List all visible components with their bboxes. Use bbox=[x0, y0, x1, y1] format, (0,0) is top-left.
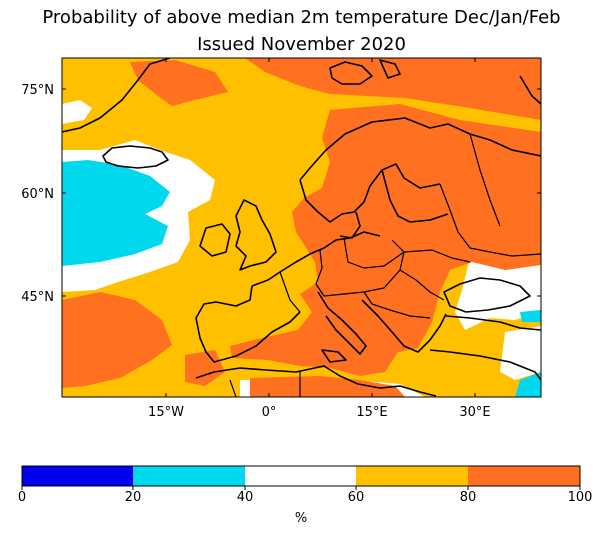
colorbar-bin-80-100 bbox=[468, 466, 580, 486]
region-80-100-south-central bbox=[185, 350, 225, 386]
map-title: Probability of above median 2m temperatu… bbox=[42, 7, 561, 28]
lat-label-75n: 75°N bbox=[21, 83, 54, 98]
colorbar-bin-0-20 bbox=[22, 466, 133, 486]
colorbar-tick-0: 0 bbox=[18, 490, 26, 505]
region-80-100-arctic-west bbox=[130, 60, 228, 106]
ireland-coast bbox=[199, 223, 231, 257]
greenland-coast bbox=[62, 58, 171, 133]
region-80-100-arctic bbox=[245, 58, 541, 120]
region-80-100-africa-north bbox=[250, 376, 405, 397]
colorbar-frame bbox=[21, 465, 581, 487]
region-40-60-west-coast bbox=[62, 100, 92, 124]
colorbar-tick-20: 20 bbox=[125, 490, 142, 505]
colorbar: 0 20 40 60 80 100 % bbox=[18, 465, 593, 526]
novaya-zemlya-coast bbox=[519, 75, 541, 105]
lon-tick-marks bbox=[165, 58, 476, 397]
region-40-60-southeast bbox=[500, 326, 541, 380]
svalbard-coast bbox=[329, 61, 373, 85]
region-20-40-east bbox=[520, 310, 541, 322]
region-40-60-east bbox=[455, 248, 541, 330]
map-frame bbox=[61, 57, 542, 398]
colorbar-bin-60-80 bbox=[356, 466, 468, 486]
colorbar-bin-20-40 bbox=[133, 466, 245, 486]
probability-field bbox=[62, 58, 541, 397]
black-sea-coast bbox=[443, 277, 531, 313]
region-80-100-southwest bbox=[62, 292, 172, 388]
region-20-40-southeast bbox=[515, 372, 541, 397]
africa-coast bbox=[195, 365, 437, 397]
lon-label-0: 0° bbox=[262, 405, 277, 420]
lat-tick-marks bbox=[62, 88, 541, 297]
lat-label-45n: 45°N bbox=[21, 290, 54, 305]
lon-label-15w: 15°W bbox=[148, 405, 184, 420]
colorbar-tick-100: 100 bbox=[568, 490, 593, 505]
iceland-coast bbox=[102, 145, 169, 169]
britain-coast bbox=[235, 199, 277, 271]
lat-label-60n: 60°N bbox=[21, 187, 54, 202]
colorbar-tick-60: 60 bbox=[348, 490, 365, 505]
colorbar-tick-80: 80 bbox=[460, 490, 477, 505]
map-subtitle: Issued November 2020 bbox=[197, 34, 406, 55]
region-20-40-atlantic bbox=[62, 160, 170, 266]
italy-coast bbox=[317, 291, 367, 355]
scandinavia-coast bbox=[299, 117, 541, 181]
colorbar-tick-40: 40 bbox=[237, 490, 254, 505]
lon-label-30e: 30°E bbox=[459, 405, 490, 420]
lon-label-15e: 15°E bbox=[356, 405, 387, 420]
coastlines bbox=[62, 58, 541, 397]
continent-coast bbox=[251, 231, 381, 287]
colorbar-bin-40-60 bbox=[245, 466, 356, 486]
colorbar-unit-label: % bbox=[295, 511, 307, 526]
region-80-100-europe bbox=[230, 104, 541, 376]
